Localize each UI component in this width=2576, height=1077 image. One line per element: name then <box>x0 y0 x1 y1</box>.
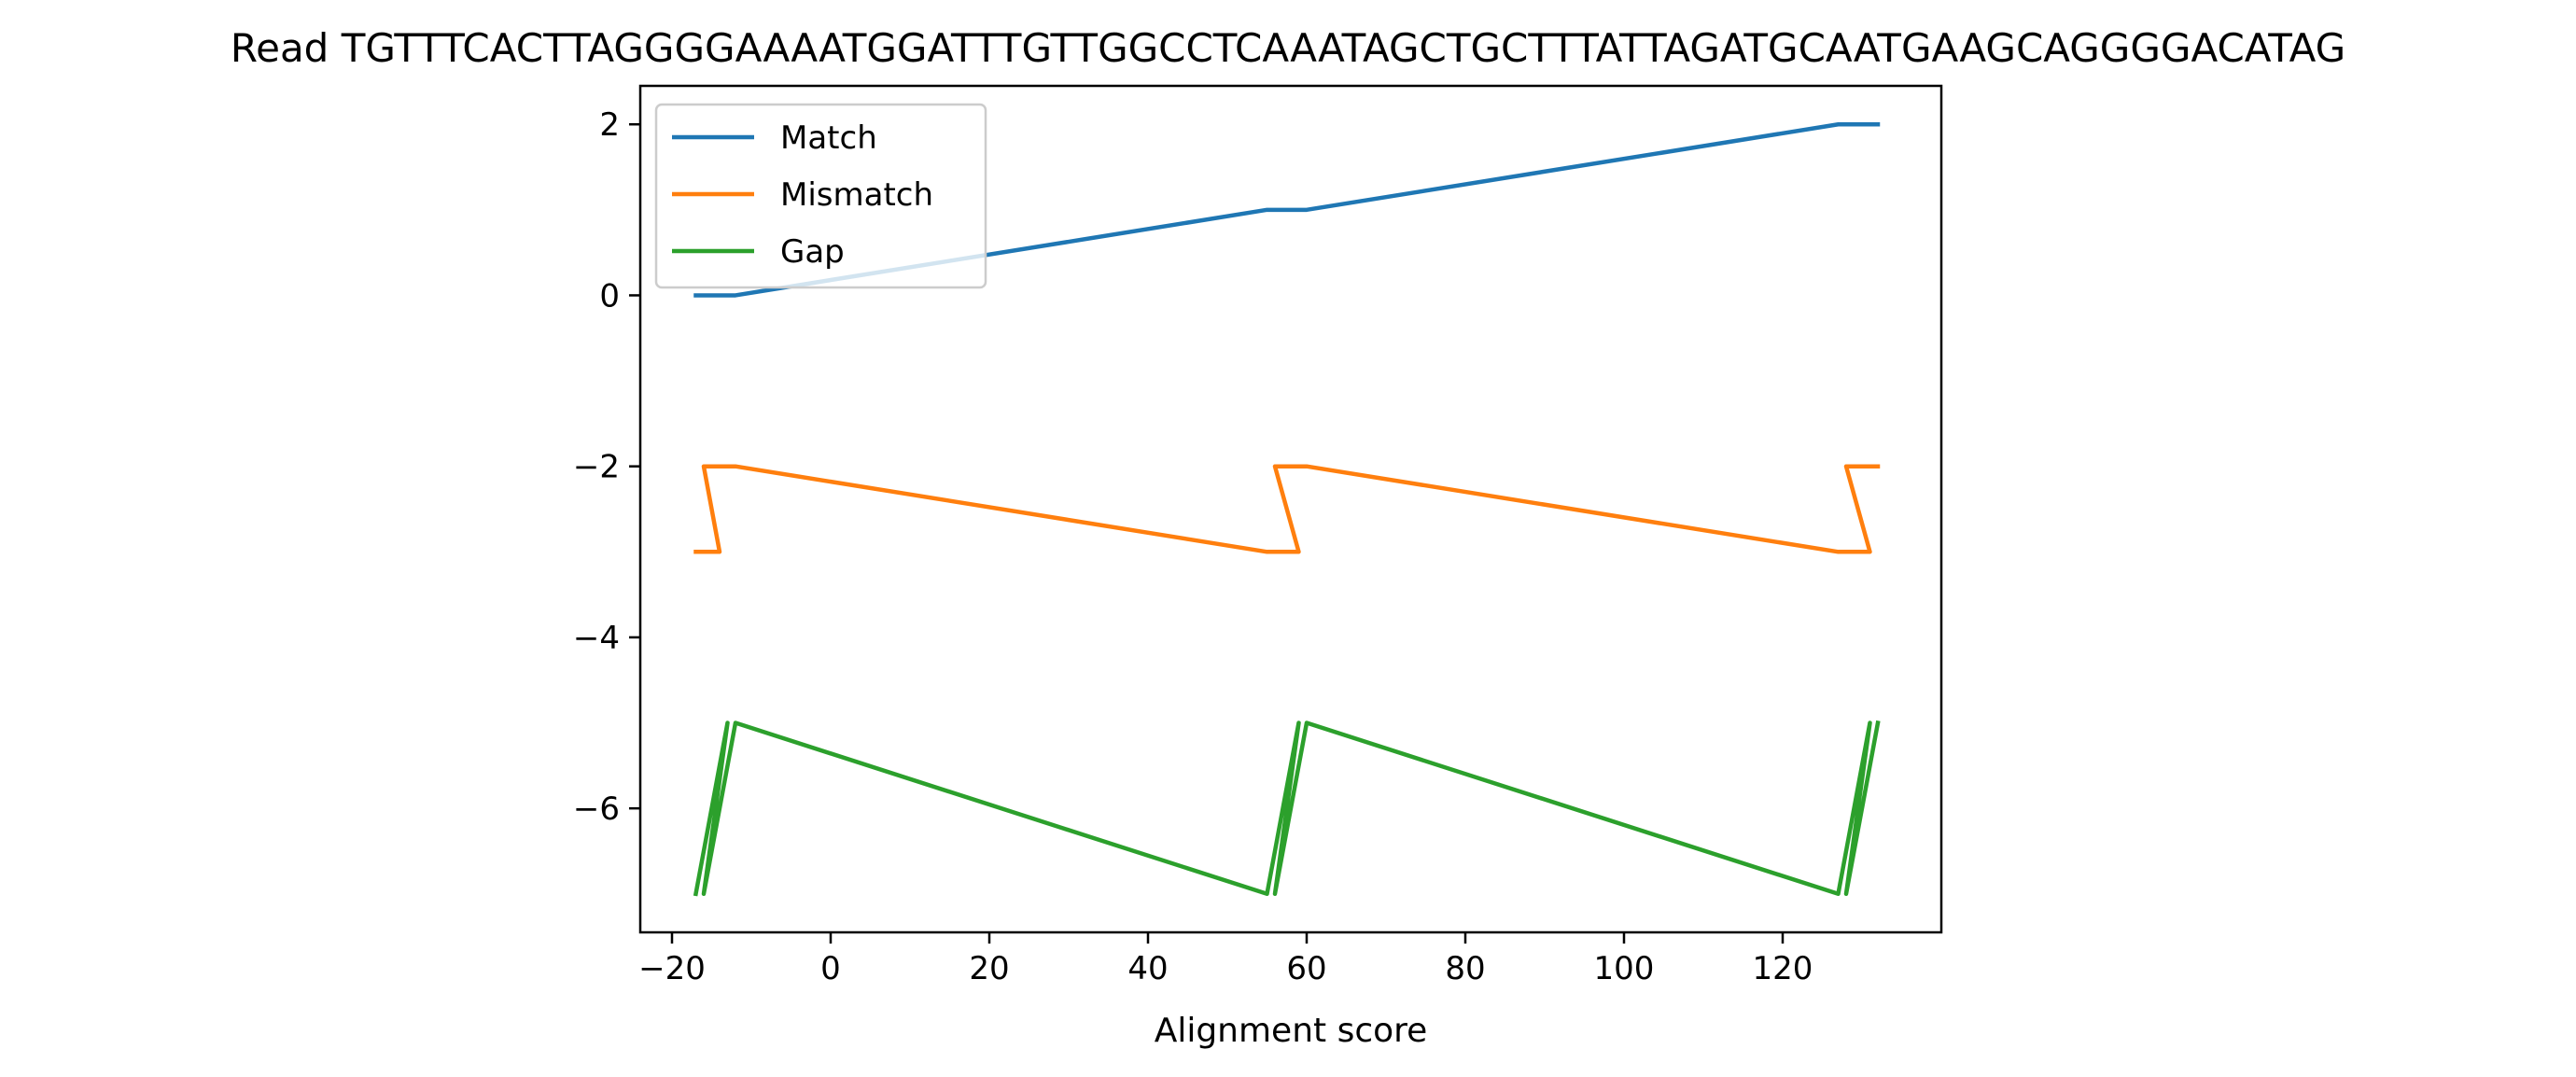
legend: Match Mismatch Gap <box>654 103 987 289</box>
plot-frame <box>638 84 1943 934</box>
series-line-match <box>693 121 1881 298</box>
x-tick-label: 60 <box>1286 950 1326 987</box>
series-group <box>693 121 1881 897</box>
x-tick-label: 20 <box>969 950 1009 987</box>
y-tick-label: 0 <box>599 277 620 315</box>
y-tick-label: −6 <box>573 790 620 828</box>
x-tick-label: 0 <box>820 950 841 987</box>
x-tick-label: −20 <box>638 950 706 987</box>
chart-title: Read TGTTTCACTTAGGGGAAAATGGATTTGTTGGCCTC… <box>231 25 2345 71</box>
legend-label-gap: Gap <box>780 233 845 271</box>
x-axis-label: Alignment score <box>1155 1012 1428 1050</box>
x-tick-label: 40 <box>1127 950 1168 987</box>
y-tick-label: −4 <box>573 620 620 657</box>
y-axis-ticks: −6 −4 −2 0 2 <box>573 106 640 828</box>
legend-label-match: Match <box>780 119 877 157</box>
y-tick-label: −2 <box>573 449 620 486</box>
series-line-mismatch <box>693 464 1881 554</box>
legend-label-mismatch: Mismatch <box>780 176 933 214</box>
series-line-gap <box>693 720 1881 897</box>
legend-box <box>654 103 987 289</box>
y-tick-label: 2 <box>599 106 620 144</box>
x-tick-label: 100 <box>1594 950 1655 987</box>
x-tick-label: 120 <box>1753 950 1813 987</box>
x-axis-ticks: −20 0 20 40 60 80 100 120 <box>638 932 1813 987</box>
x-tick-label: 80 <box>1445 950 1485 987</box>
